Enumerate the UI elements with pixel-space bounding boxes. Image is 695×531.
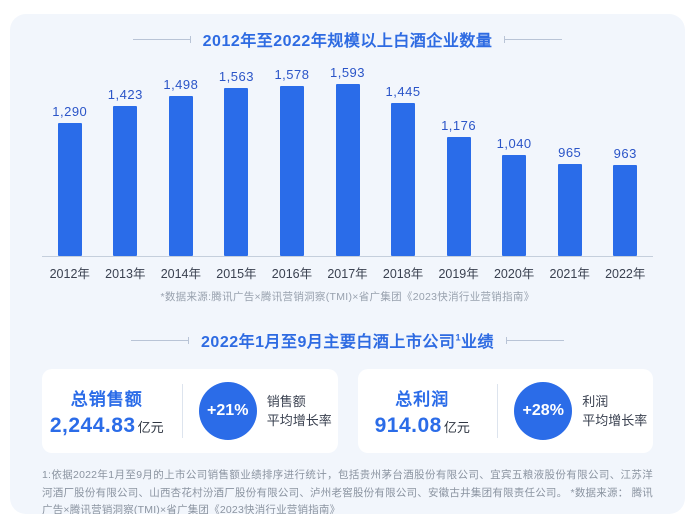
performance-title-footnote-marker: 1 — [455, 332, 461, 343]
bar-2016 — [279, 86, 304, 256]
chart-title: 2012年至2022年规模以上白酒企业数量 — [202, 33, 493, 50]
growth-label-line1: 销售额 — [266, 393, 306, 409]
chart-section-header: 2012年至2022年规模以上白酒企业数量 — [42, 27, 653, 51]
bar-group-2019: 1,176 — [431, 118, 487, 256]
stat-cards-row: 总销售额 2,244.83 亿元 +21% 销售额 平均增长率 总利润 914.0… — [42, 369, 653, 453]
bar-value-label: 1,040 — [496, 136, 532, 151]
header-decor-line-right — [505, 336, 564, 344]
x-tick-2013: 2013年 — [105, 267, 146, 281]
bar-2020 — [502, 155, 527, 256]
x-tick-2018: 2018年 — [382, 267, 424, 281]
header-decor-line-left — [132, 35, 191, 43]
bar-value-label: 1,445 — [385, 84, 421, 99]
header-decor-line-left — [131, 336, 190, 344]
bar-group-2018: 1,445 — [375, 84, 431, 256]
bar-value-label: 963 — [613, 146, 637, 161]
bar-value-label: 1,578 — [274, 67, 310, 82]
bar-group-2015: 1,563 — [209, 69, 265, 256]
card-divider — [181, 384, 183, 438]
growth-label: 销售额 平均增长率 — [267, 392, 332, 431]
bar-value-label: 1,498 — [163, 77, 199, 92]
bar-2015 — [224, 88, 249, 256]
growth-label: 利润 平均增长率 — [582, 392, 647, 431]
bar-value-label: 1,176 — [441, 118, 477, 133]
performance-title-tail: 业绩 — [460, 334, 494, 351]
stat-value: 914.08 — [374, 413, 442, 437]
bar-2012 — [57, 123, 82, 256]
stat-title: 总利润 — [395, 389, 450, 409]
bar-2019 — [446, 137, 471, 256]
performance-title: 2022年1月至9月主要白酒上市公司1业绩 — [201, 328, 494, 352]
x-tick-2014: 2014年 — [160, 267, 202, 281]
bar-value-label: 1,563 — [218, 69, 254, 84]
footnote-text: 1:依据2022年1月至9月的上市公司销售额业绩排序进行统计，包括贵州茅台酒股份… — [42, 469, 653, 514]
x-tick-2019: 2019年 — [438, 267, 479, 281]
header-decor-line-right — [504, 35, 563, 43]
infographic-panel: 2012年至2022年规模以上白酒企业数量 1,290 1,423 1,498 … — [10, 14, 685, 514]
total-profit-card: 总利润 914.08 亿元 +28% 利润 平均增长率 — [357, 369, 653, 453]
total-sales-card: 总销售额 2,244.83 亿元 +21% 销售额 平均增长率 — [42, 369, 338, 453]
performance-title-main: 2022年1月至9月主要白酒上市公司 — [201, 334, 456, 351]
stat-left-block: 总利润 914.08 亿元 — [363, 385, 481, 438]
x-tick-2020: 2020年 — [493, 267, 535, 281]
growth-badge: +28% — [514, 382, 573, 440]
bar-value-label: 1,593 — [329, 65, 366, 80]
stat-unit: 亿元 — [137, 419, 164, 435]
performance-section-header: 2022年1月至9月主要白酒上市公司1业绩 — [42, 328, 653, 352]
stat-value: 2,244.83 — [49, 413, 136, 437]
bars-area: 1,290 1,423 1,498 1,563 1,578 1,593 — [42, 61, 653, 257]
bar-group-2022: 963 — [597, 146, 653, 256]
x-axis-labels: 2012年 2013年 2014年 2015年 2016年 2017年 2018… — [42, 263, 653, 282]
x-tick-2012: 2012年 — [49, 267, 90, 281]
bar-2018 — [391, 103, 416, 256]
stat-left-block: 总销售额 2,244.83 亿元 — [48, 385, 166, 438]
bar-value-label: 1,423 — [107, 87, 143, 102]
stat-value-line: 914.08 亿元 — [363, 414, 481, 438]
bar-group-2016: 1,578 — [264, 67, 320, 256]
stat-title: 总销售额 — [70, 389, 143, 409]
stat-unit: 亿元 — [443, 419, 470, 435]
bar-group-2013: 1,423 — [98, 87, 154, 256]
growth-label-line1: 利润 — [582, 393, 609, 409]
x-tick-2015: 2015年 — [216, 267, 257, 281]
bar-2017 — [335, 84, 360, 256]
bar-chart: 1,290 1,423 1,498 1,563 1,578 1,593 — [42, 61, 653, 282]
bar-2013 — [113, 106, 138, 256]
x-tick-2021: 2021年 — [549, 267, 590, 281]
bar-group-2012: 1,290 — [42, 104, 98, 256]
bar-group-2021: 965 — [542, 145, 598, 256]
bar-group-2017: 1,593 — [320, 65, 376, 256]
bar-value-label: 1,290 — [52, 104, 88, 119]
growth-label-line2: 平均增长率 — [266, 413, 332, 428]
bar-group-2020: 1,040 — [486, 136, 542, 256]
card-divider — [497, 384, 499, 438]
x-tick-2022: 2022年 — [605, 267, 646, 281]
growth-badge: +21% — [198, 382, 257, 440]
bar-2014 — [168, 96, 193, 256]
bar-value-label: 965 — [558, 145, 582, 160]
bar-2022 — [613, 165, 638, 256]
bar-group-2014: 1,498 — [153, 77, 209, 256]
x-tick-2016: 2016年 — [271, 267, 313, 281]
stat-value-line: 2,244.83 亿元 — [48, 414, 166, 438]
growth-label-line2: 平均增长率 — [582, 413, 648, 428]
chart-source-note: *数据来源:腾讯广告×腾讯营销洞察(TMI)×省广集团《2023快消行业营销指南… — [160, 291, 535, 303]
x-tick-2017: 2017年 — [327, 267, 368, 281]
bar-2021 — [557, 164, 582, 256]
